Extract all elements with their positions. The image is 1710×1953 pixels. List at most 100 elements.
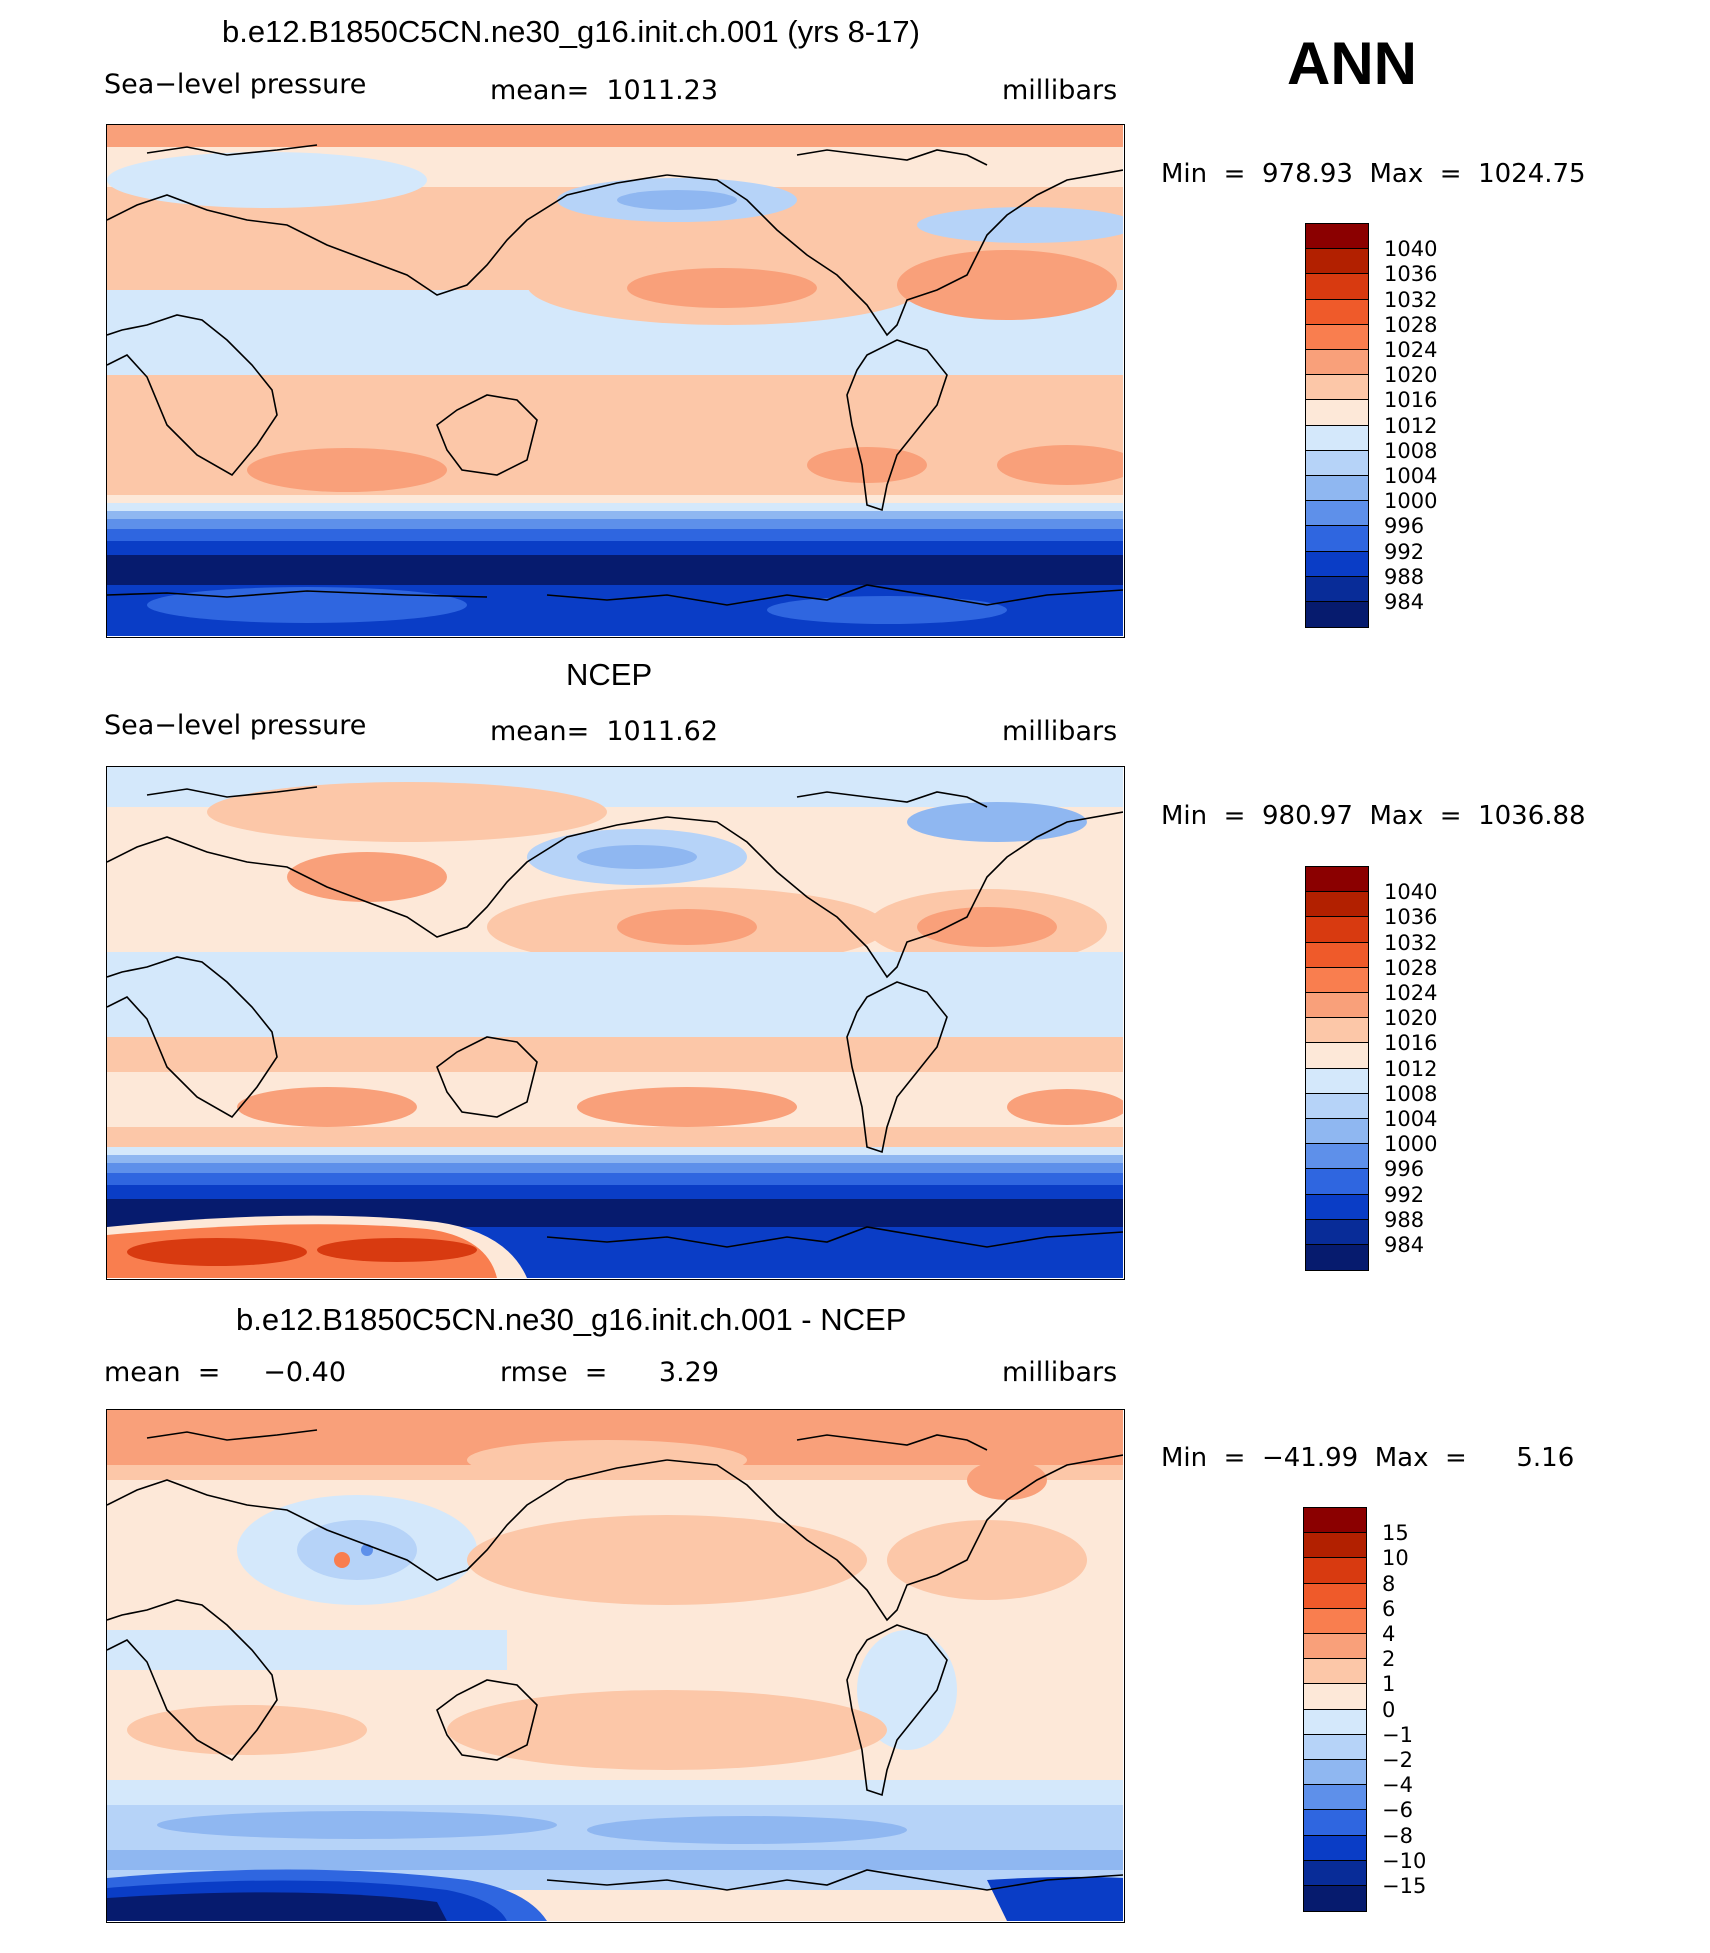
season-label: ANN — [1287, 30, 1417, 97]
colorbar-level-label: 1028 — [1384, 312, 1438, 337]
colorbar-level-label: −10 — [1382, 1848, 1427, 1873]
colorbar-swatch — [1305, 323, 1369, 351]
colorbar-level-label: 1020 — [1384, 1006, 1438, 1031]
colorbar-level-label: 984 — [1384, 1233, 1425, 1257]
colorbar-swatch — [1305, 966, 1369, 994]
colorbar-swatch — [1303, 1809, 1367, 1837]
colorbar-swatch — [1305, 866, 1369, 894]
colorbar-level-label: 1020 — [1384, 363, 1438, 388]
panel3-mean-label: mean = −0.40 — [104, 1357, 347, 1388]
colorbar-swatch — [1305, 374, 1369, 402]
colorbar-level-label: −8 — [1382, 1823, 1413, 1848]
colorbar-swatch — [1303, 1834, 1367, 1862]
colorbar-swatch — [1305, 424, 1369, 452]
colorbar-level-label: 1000 — [1384, 489, 1438, 514]
colorbar-level-label: 1024 — [1384, 338, 1438, 362]
colorbar-level-label: 988 — [1384, 564, 1425, 589]
colorbar-swatch — [1305, 1017, 1369, 1045]
panel2-title: NCEP — [566, 657, 653, 692]
colorbar-swatch — [1305, 941, 1369, 969]
colorbar-swatch — [1303, 1733, 1367, 1761]
colorbar-swatch — [1303, 1759, 1367, 1787]
colorbar-swatch — [1305, 525, 1369, 553]
colorbar-level-label: 10 — [1382, 1546, 1409, 1571]
colorbar-swatch — [1303, 1683, 1367, 1711]
colorbar-swatch — [1305, 449, 1369, 477]
colorbar-level-label: 1032 — [1384, 287, 1438, 312]
colorbar-level-label: 1008 — [1384, 1081, 1438, 1106]
panel2-units-label: millibars — [1002, 716, 1118, 747]
colorbar-level-label: 1028 — [1384, 955, 1438, 980]
panel2-minmax-label: Min = 980.97 Max = 1036.88 — [1161, 801, 1586, 831]
colorbar-level-label: 15 — [1382, 1521, 1409, 1546]
colorbar-level-label: 1000 — [1384, 1132, 1438, 1157]
panel1-variable-label: Sea−level pressure — [104, 69, 367, 100]
colorbar-swatch — [1305, 500, 1369, 528]
colorbar-swatch — [1305, 1143, 1369, 1171]
colorbar-swatch — [1305, 1118, 1369, 1146]
colorbar-level-label: 8 — [1382, 1571, 1396, 1596]
colorbar-swatch — [1305, 1168, 1369, 1196]
colorbar-level-label: 992 — [1384, 539, 1425, 564]
colorbar-swatch — [1305, 248, 1369, 276]
colorbar-swatch — [1303, 1532, 1367, 1560]
colorbar-level-label: −4 — [1382, 1773, 1413, 1798]
panel2-mean-label: mean= 1011.62 — [490, 716, 719, 747]
colorbar-swatch — [1305, 298, 1369, 326]
panel2-map — [106, 766, 1125, 1280]
colorbar-level-label: −1 — [1382, 1722, 1413, 1747]
colorbar-level-label: 1040 — [1384, 237, 1438, 262]
colorbar-level-label: 988 — [1384, 1207, 1425, 1232]
colorbar-swatch — [1303, 1507, 1367, 1535]
colorbar-swatch — [1303, 1658, 1367, 1686]
panel1-map — [106, 124, 1125, 638]
colorbar-swatch — [1305, 916, 1369, 944]
colorbar-swatch — [1305, 550, 1369, 578]
colorbar-level-label: 1040 — [1384, 880, 1438, 905]
colorbar-swatch — [1303, 1582, 1367, 1610]
colorbar-level-label: 1004 — [1384, 464, 1438, 488]
colorbar-level-label: 6 — [1382, 1596, 1396, 1621]
colorbar-level-label: 1024 — [1384, 981, 1438, 1005]
colorbar-level-label: 2 — [1382, 1647, 1396, 1672]
colorbar-swatch — [1303, 1557, 1367, 1585]
panel3-map — [106, 1409, 1125, 1923]
panel3-title: b.e12.B1850C5CN.ne30_g16.init.ch.001 - N… — [236, 1302, 907, 1337]
panel3-rmse-label: rmse = 3.29 — [500, 1357, 720, 1388]
panel3-minmax-label: Min = −41.99 Max = 5.16 — [1161, 1443, 1575, 1473]
colorbar-swatch — [1305, 399, 1369, 427]
colorbar-swatch — [1305, 223, 1369, 251]
colorbar-level-label: 1012 — [1384, 1056, 1438, 1081]
colorbar-level-label: 1016 — [1384, 1031, 1438, 1056]
colorbar-swatch — [1305, 891, 1369, 919]
colorbar-swatch — [1305, 1193, 1369, 1221]
colorbar-swatch — [1305, 273, 1369, 301]
colorbar-level-label: 0 — [1382, 1697, 1396, 1722]
colorbar-level-label: −2 — [1382, 1748, 1413, 1772]
panel2-variable-label: Sea−level pressure — [104, 710, 367, 741]
colorbar-level-label: 4 — [1382, 1622, 1396, 1646]
colorbar-swatch — [1303, 1859, 1367, 1887]
colorbar-swatch — [1305, 575, 1369, 603]
colorbar-level-label: 1012 — [1384, 413, 1438, 438]
colorbar-level-label: 1036 — [1384, 905, 1438, 930]
colorbar-level-label: 996 — [1384, 1157, 1425, 1182]
colorbar-swatch — [1303, 1633, 1367, 1661]
colorbar-level-label: 992 — [1384, 1182, 1425, 1207]
colorbar-swatch — [1303, 1708, 1367, 1736]
colorbar-swatch — [1305, 1244, 1369, 1272]
colorbar-swatch — [1305, 1218, 1369, 1246]
panel1-units-label: millibars — [1002, 75, 1118, 106]
colorbar-level-label: 1032 — [1384, 930, 1438, 955]
colorbar-level-label: −6 — [1382, 1798, 1413, 1823]
colorbar-level-label: 1036 — [1384, 262, 1438, 287]
colorbar-swatch — [1303, 1784, 1367, 1812]
colorbar-swatch — [1305, 1067, 1369, 1095]
colorbar-level-label: 1004 — [1384, 1107, 1438, 1131]
colorbar-swatch — [1305, 601, 1369, 629]
colorbar-level-label: 996 — [1384, 514, 1425, 539]
colorbar-swatch — [1305, 992, 1369, 1020]
colorbar-swatch — [1303, 1885, 1367, 1913]
panel1-mean-label: mean= 1011.23 — [490, 75, 719, 106]
panel1-title: b.e12.B1850C5CN.ne30_g16.init.ch.001 (yr… — [222, 14, 920, 49]
